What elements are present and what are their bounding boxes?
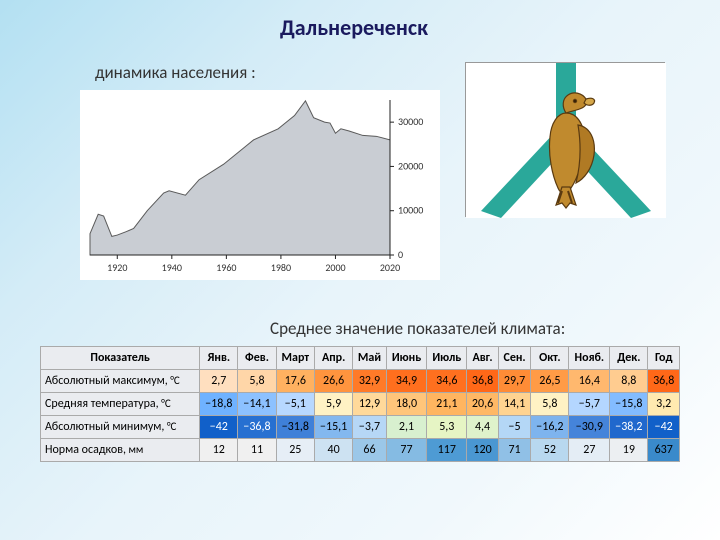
svg-text:1940: 1940 (162, 261, 182, 274)
climate-col-header: Апр. (315, 347, 353, 370)
climate-cell: 25 (276, 439, 315, 462)
climate-cell: −42 (648, 416, 680, 439)
svg-text:30000: 30000 (398, 115, 423, 128)
climate-cell: −16,2 (531, 416, 569, 439)
row-label: Средняя температура, °C (41, 393, 200, 416)
climate-cell: −3,7 (353, 416, 387, 439)
climate-col-header: Год (648, 347, 680, 370)
climate-table: ПоказательЯнв.Фев.МартАпр.МайИюньИюльАвг… (40, 346, 680, 462)
climate-col-header: Нояб. (569, 347, 610, 370)
climate-cell: 12 (200, 439, 238, 462)
svg-text:1980: 1980 (271, 261, 291, 274)
climate-col-header: Май (353, 347, 387, 370)
climate-cell: 29,7 (498, 370, 531, 393)
population-chart: 0 10000 20000 30000 1920 1940 1960 1980 2000 2020 (80, 90, 440, 280)
table-row: Абсолютный минимум, °C−42−36,8−31,8−15,1… (41, 416, 680, 439)
climate-cell: 34,9 (386, 370, 427, 393)
climate-cell: −30,9 (569, 416, 610, 439)
climate-cell: −5,1 (276, 393, 315, 416)
climate-cell: 3,2 (648, 393, 680, 416)
table-row: Абсолютный максимум, °C2,75,817,626,632,… (41, 370, 680, 393)
climate-cell: 5,8 (531, 393, 569, 416)
climate-cell: 14,1 (498, 393, 531, 416)
svg-text:20000: 20000 (398, 159, 423, 172)
page-title: Дальнереченск (280, 14, 428, 41)
climate-cell: −5,7 (569, 393, 610, 416)
climate-cell: −5 (498, 416, 531, 439)
climate-subtitle: Среднее значение показателей климата: (270, 318, 565, 339)
table-row: Норма осадков, мм12112540667711712071522… (41, 439, 680, 462)
climate-cell: 66 (353, 439, 387, 462)
climate-cell: 36,8 (467, 370, 499, 393)
climate-cell: −15,1 (315, 416, 353, 439)
climate-col-header: Окт. (531, 347, 569, 370)
climate-cell: 32,9 (353, 370, 387, 393)
climate-cell: 18,0 (386, 393, 427, 416)
table-row: Средняя температура, °C−18,8−14,1−5,15,9… (41, 393, 680, 416)
climate-col-header: Июнь (386, 347, 427, 370)
climate-cell: 120 (467, 439, 499, 462)
climate-cell: 2,1 (386, 416, 427, 439)
climate-cell: 34,6 (427, 370, 467, 393)
climate-cell: −14,1 (238, 393, 276, 416)
climate-cell: 2,7 (200, 370, 238, 393)
climate-col-header: Фев. (238, 347, 276, 370)
climate-col-header: Сен. (498, 347, 531, 370)
climate-cell: 19 (610, 439, 648, 462)
climate-cell: 5,9 (315, 393, 353, 416)
svg-text:2020: 2020 (380, 261, 400, 274)
climate-cell: 11 (238, 439, 276, 462)
svg-text:1920: 1920 (107, 261, 127, 274)
svg-text:0: 0 (398, 248, 403, 261)
svg-text:10000: 10000 (398, 204, 423, 217)
climate-cell: −15,8 (610, 393, 648, 416)
row-label: Абсолютный минимум, °C (41, 416, 200, 439)
climate-cell: 40 (315, 439, 353, 462)
climate-col-header: Авг. (467, 347, 499, 370)
climate-cell: 21,1 (427, 393, 467, 416)
climate-col-header: Янв. (200, 347, 238, 370)
climate-col-header: Июль (427, 347, 467, 370)
climate-cell: 52 (531, 439, 569, 462)
climate-col-header: Показатель (41, 347, 200, 370)
coat-of-arms (465, 62, 665, 217)
climate-cell: 117 (427, 439, 467, 462)
climate-cell: 8,8 (610, 370, 648, 393)
row-label: Норма осадков, мм (41, 439, 200, 462)
climate-cell: 12,9 (353, 393, 387, 416)
climate-cell: −36,8 (238, 416, 276, 439)
svg-text:2000: 2000 (325, 261, 345, 274)
climate-cell: −31,8 (276, 416, 315, 439)
climate-cell: 5,8 (238, 370, 276, 393)
climate-cell: 16,4 (569, 370, 610, 393)
climate-cell: 637 (648, 439, 680, 462)
climate-cell: −38,2 (610, 416, 648, 439)
climate-cell: 17,6 (276, 370, 315, 393)
climate-cell: 26,6 (315, 370, 353, 393)
climate-cell: 71 (498, 439, 531, 462)
climate-cell: 20,6 (467, 393, 499, 416)
climate-cell: 4,4 (467, 416, 499, 439)
climate-col-header: Март (276, 347, 315, 370)
row-label: Абсолютный максимум, °C (41, 370, 200, 393)
population-subtitle: динамика населения : (95, 62, 256, 83)
climate-cell: 77 (386, 439, 427, 462)
climate-cell: 5,3 (427, 416, 467, 439)
svg-text:1960: 1960 (216, 261, 236, 274)
climate-cell: 27 (569, 439, 610, 462)
climate-cell: −42 (200, 416, 238, 439)
climate-col-header: Дек. (610, 347, 648, 370)
climate-cell: 36,8 (648, 370, 680, 393)
climate-cell: 26,5 (531, 370, 569, 393)
climate-cell: −18,8 (200, 393, 238, 416)
